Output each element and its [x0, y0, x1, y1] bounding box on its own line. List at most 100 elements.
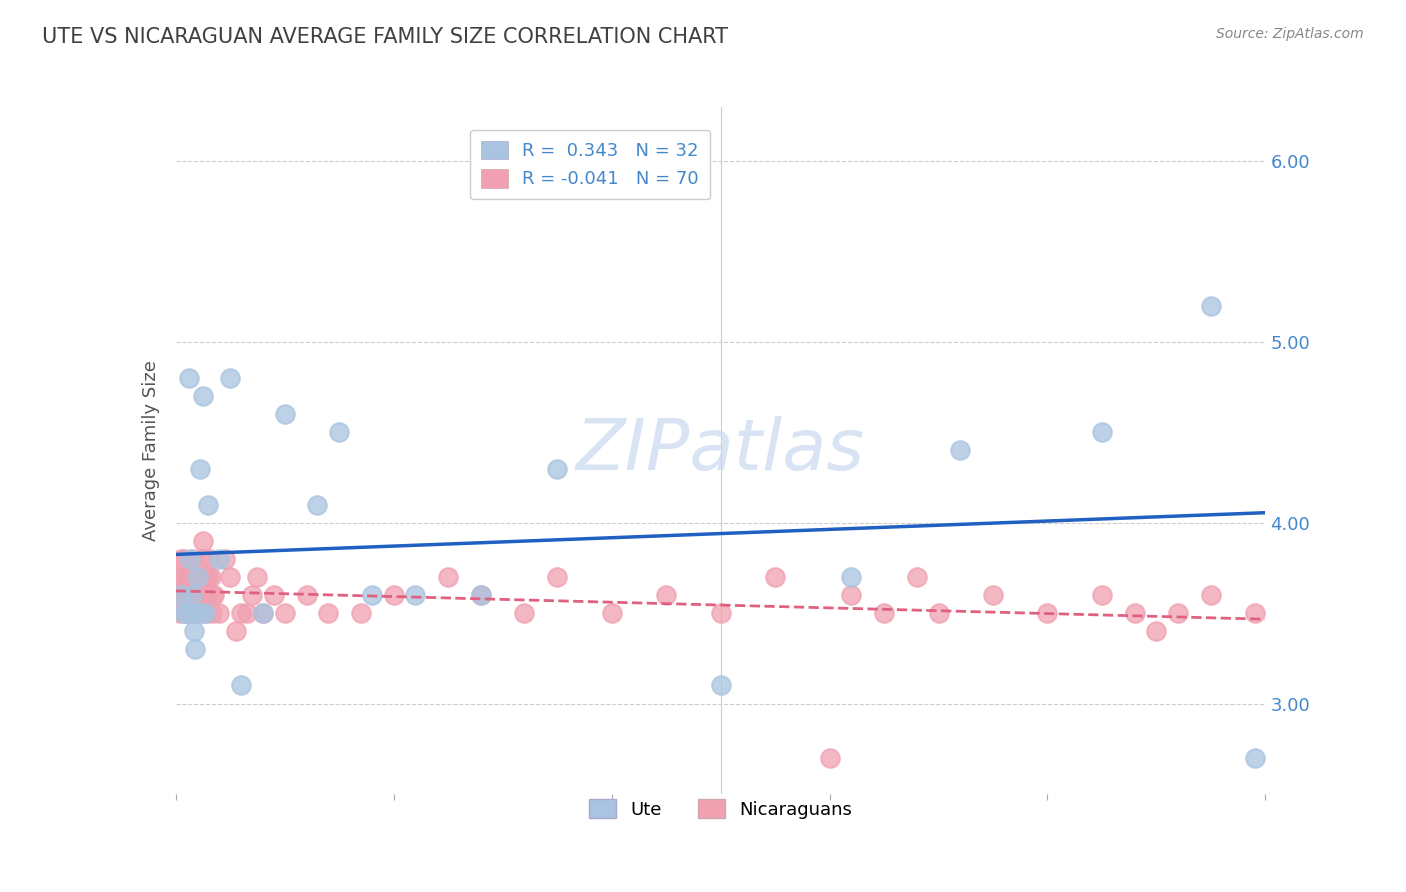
Point [183, 624, 205, 639]
Point [177, 588, 200, 602]
Point [167, 588, 190, 602]
Point [382, 588, 405, 602]
Point [318, 606, 340, 620]
Point [184, 642, 207, 657]
Point [307, 498, 329, 512]
Point [193, 588, 215, 602]
Point [1091, 588, 1114, 602]
Point [219, 371, 242, 385]
Point [176, 606, 198, 620]
Point [173, 552, 195, 566]
Point [197, 498, 219, 512]
Point [195, 588, 218, 602]
Point [195, 606, 218, 620]
Point [177, 606, 200, 620]
Point [180, 588, 202, 602]
Point [170, 588, 193, 602]
Point [231, 606, 253, 620]
Point [202, 588, 225, 602]
Point [172, 588, 194, 602]
Point [763, 570, 786, 584]
Point [328, 425, 350, 440]
Point [188, 461, 211, 475]
Point [1123, 606, 1146, 620]
Point [1243, 750, 1265, 764]
Point [873, 606, 896, 620]
Point [191, 552, 214, 566]
Point [274, 606, 297, 620]
Point [167, 570, 190, 584]
Point [170, 552, 193, 566]
Point [546, 570, 568, 584]
Point [437, 570, 460, 584]
Point [179, 552, 201, 566]
Point [841, 570, 863, 584]
Point [981, 588, 1004, 602]
Point [186, 570, 209, 584]
Point [905, 570, 928, 584]
Point [172, 570, 194, 584]
Point [176, 570, 198, 584]
Point [246, 570, 269, 584]
Point [1036, 606, 1059, 620]
Point [219, 570, 242, 584]
Point [710, 678, 733, 692]
Point [208, 552, 231, 566]
Point [201, 606, 224, 620]
Point [197, 570, 219, 584]
Point [186, 570, 208, 584]
Point [177, 371, 200, 385]
Point [181, 588, 204, 602]
Point [1144, 624, 1167, 639]
Point [184, 588, 207, 602]
Text: UTE VS NICARAGUAN AVERAGE FAMILY SIZE CORRELATION CHART: UTE VS NICARAGUAN AVERAGE FAMILY SIZE CO… [42, 27, 728, 46]
Point [173, 606, 195, 620]
Point [194, 570, 217, 584]
Point [225, 624, 247, 639]
Point [200, 570, 222, 584]
Point [1167, 606, 1189, 620]
Point [470, 588, 492, 602]
Point [174, 606, 197, 620]
Point [190, 570, 212, 584]
Y-axis label: Average Family Size: Average Family Size [142, 360, 160, 541]
Point [1243, 606, 1265, 620]
Point [235, 606, 257, 620]
Point [240, 588, 263, 602]
Point [949, 443, 972, 458]
Point [841, 588, 863, 602]
Point [360, 588, 382, 602]
Point [350, 606, 373, 620]
Point [169, 606, 191, 620]
Point [181, 570, 204, 584]
Point [295, 588, 318, 602]
Point [710, 606, 733, 620]
Point [1199, 588, 1222, 602]
Point [546, 461, 568, 475]
Point [181, 552, 204, 566]
Point [186, 606, 209, 620]
Point [928, 606, 950, 620]
Point [208, 606, 231, 620]
Point [198, 552, 221, 566]
Point [194, 606, 217, 620]
Text: Source: ZipAtlas.com: Source: ZipAtlas.com [1216, 27, 1364, 41]
Point [1199, 299, 1222, 313]
Point [1091, 425, 1114, 440]
Point [513, 606, 536, 620]
Point [470, 588, 492, 602]
Point [190, 606, 212, 620]
Point [818, 750, 841, 764]
Point [263, 588, 285, 602]
Point [405, 588, 427, 602]
Point [187, 588, 209, 602]
Point [600, 606, 623, 620]
Point [188, 606, 211, 620]
Legend: Ute, Nicaraguans: Ute, Nicaraguans [582, 792, 859, 826]
Point [183, 606, 205, 620]
Point [179, 606, 201, 620]
Point [274, 407, 297, 421]
Point [201, 588, 224, 602]
Point [191, 389, 214, 403]
Point [655, 588, 678, 602]
